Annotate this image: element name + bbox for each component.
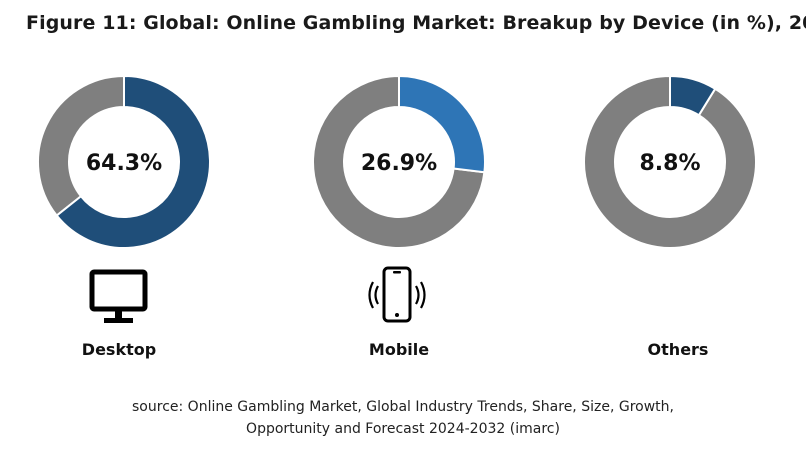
donut-group: 64.3% 26.9% 8.8%: [37, 74, 757, 249]
donut-segment-others: [669, 74, 717, 117]
center-value-others: 8.8%: [639, 151, 700, 176]
category-label-others: Others: [647, 340, 709, 359]
source-line-2: Opportunity and Forecast 2024-2032 (imar…: [246, 421, 560, 437]
monitor-icon: [89, 269, 148, 323]
donut-segment-desktop: [55, 74, 211, 249]
category-label-desktop: Desktop: [81, 340, 157, 359]
donut-remainder-desktop: [37, 74, 125, 217]
center-value-mobile: 26.9%: [361, 151, 437, 176]
donut-segment-mobile: [398, 74, 486, 174]
donut-remainder-mobile: [312, 74, 486, 249]
source-line-1: source: Online Gambling Market, Global I…: [132, 399, 674, 415]
smartphone-icon: [368, 266, 426, 323]
category-label-mobile: Mobile: [368, 340, 430, 359]
donut-remainder-others: [583, 74, 757, 249]
source-note: source: Online Gambling Market, Global I…: [0, 396, 806, 440]
center-value-desktop: 64.3%: [86, 151, 162, 176]
chart-title: Figure 11: Global: Online Gambling Marke…: [26, 12, 806, 34]
